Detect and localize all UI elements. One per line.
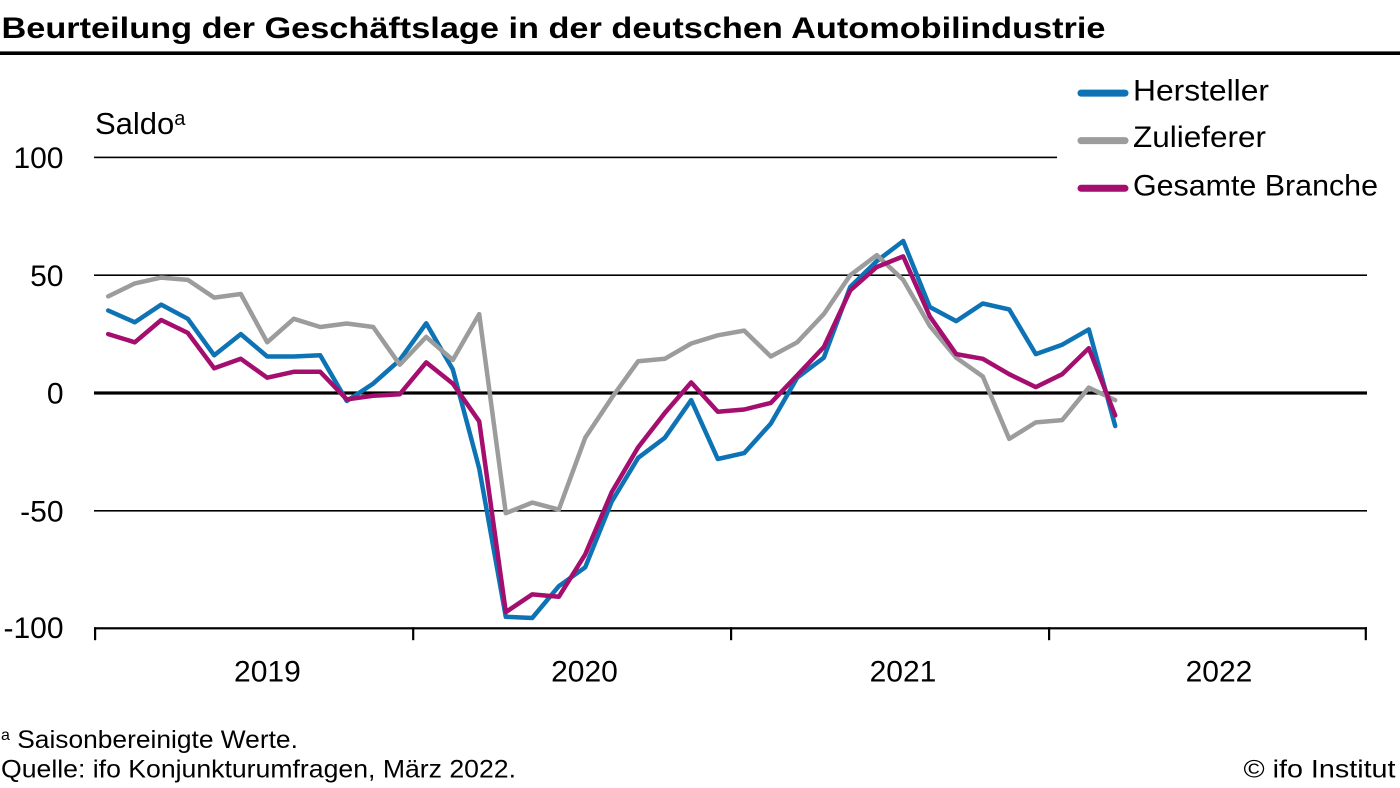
svg-text:Saldoa: Saldoa <box>95 106 186 141</box>
svg-text:Hersteller: Hersteller <box>1133 74 1269 107</box>
svg-text:0: 0 <box>47 377 64 410</box>
svg-text:50: 50 <box>30 260 63 293</box>
svg-text:a Saisonbereinigte Werte.: a Saisonbereinigte Werte. <box>1 726 298 754</box>
svg-text:2021: 2021 <box>870 656 937 689</box>
svg-text:-100: -100 <box>3 612 63 645</box>
svg-text:© ifo Institut: © ifo Institut <box>1244 756 1396 784</box>
svg-text:Beurteilung der Geschäftslage: Beurteilung der Geschäftslage in der deu… <box>2 12 1106 45</box>
svg-text:2020: 2020 <box>551 656 618 689</box>
svg-text:Gesamte Branche: Gesamte Branche <box>1133 170 1378 203</box>
svg-text:Zulieferer: Zulieferer <box>1133 121 1266 154</box>
svg-text:-50: -50 <box>20 496 63 529</box>
svg-text:2019: 2019 <box>234 656 301 689</box>
svg-text:Quelle: ifo Konjunkturumfragen: Quelle: ifo Konjunkturumfragen, März 202… <box>1 756 516 784</box>
svg-text:100: 100 <box>13 142 63 175</box>
svg-text:2022: 2022 <box>1186 656 1253 689</box>
